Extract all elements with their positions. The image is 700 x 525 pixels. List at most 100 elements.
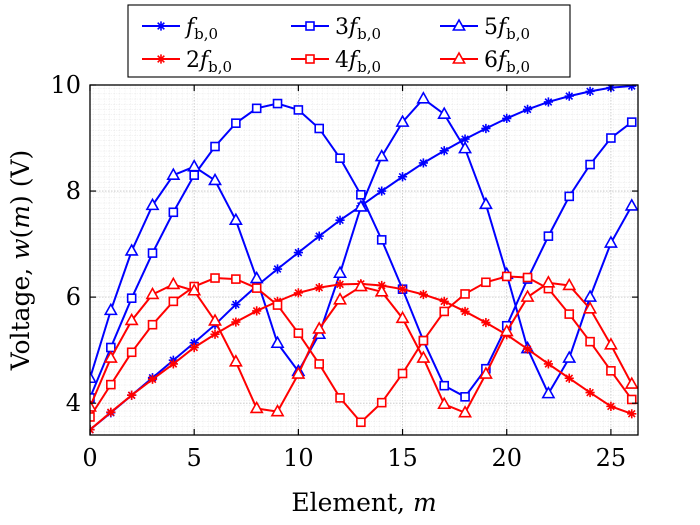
data-point	[606, 366, 616, 376]
data-point	[460, 289, 470, 299]
data-point	[478, 366, 493, 379]
data-point	[583, 289, 598, 302]
data-point	[458, 405, 473, 418]
data-point	[626, 117, 637, 127]
data-point	[314, 123, 325, 134]
data-point	[231, 118, 241, 128]
data-point	[376, 397, 387, 408]
data-point	[168, 207, 179, 218]
data-point	[606, 401, 616, 411]
data-point	[564, 91, 574, 101]
data-point	[502, 113, 512, 124]
data-point	[103, 302, 118, 316]
data-point	[124, 243, 139, 256]
data-point	[626, 394, 637, 405]
plot-background	[90, 85, 638, 435]
data-point	[106, 407, 116, 417]
y-axis-title-function: w	[6, 238, 35, 259]
data-point	[481, 123, 491, 134]
y-axis-title-unit: ) (V)	[6, 150, 35, 205]
data-point	[478, 196, 493, 210]
data-point	[126, 347, 137, 358]
data-point	[564, 309, 575, 319]
legend-item: 3fb,0	[291, 15, 381, 43]
data-point	[90, 399, 97, 412]
data-point	[249, 400, 264, 414]
data-point	[603, 235, 618, 248]
y-tick-label: 4	[66, 389, 81, 417]
data-point	[90, 412, 95, 422]
data-point	[437, 106, 452, 119]
data-point	[335, 393, 345, 403]
data-point	[522, 272, 533, 283]
data-point	[166, 167, 181, 180]
data-point	[106, 379, 116, 390]
series-layer	[90, 85, 638, 435]
series-6f-b-0	[90, 275, 638, 418]
data-point	[460, 392, 470, 402]
legend-label: 3fb,0	[335, 15, 381, 43]
plot-frame	[89, 84, 639, 436]
data-point	[293, 288, 303, 298]
legend-item: 6fb,0	[440, 48, 530, 76]
axis-ticks	[89, 84, 638, 435]
data-point	[252, 306, 262, 316]
data-point	[541, 275, 556, 288]
data-point	[416, 91, 431, 104]
data-point	[314, 231, 324, 241]
x-tick-label: 5	[187, 444, 202, 472]
data-point	[293, 328, 304, 338]
x-axis-title: Element, m	[291, 488, 436, 517]
data-point	[293, 105, 304, 115]
legend-label-subscript: b,0	[506, 58, 530, 76]
data-point	[145, 286, 160, 300]
data-point	[541, 385, 556, 399]
data-point	[397, 284, 408, 294]
data-point	[627, 409, 637, 419]
data-point	[231, 317, 241, 327]
x-axis-title-variable: m	[413, 488, 437, 517]
data-point	[585, 86, 595, 96]
data-point	[127, 390, 137, 400]
series-5f-b-0	[90, 91, 638, 399]
legend-label-coef: 6	[484, 48, 498, 73]
data-point	[562, 277, 577, 291]
data-point	[397, 172, 408, 182]
data-point	[376, 235, 387, 245]
data-point	[437, 396, 452, 410]
data-point	[272, 264, 283, 274]
data-point	[439, 380, 450, 391]
data-point	[481, 277, 491, 288]
data-point	[124, 312, 139, 326]
y-axis-title-text: Voltage,	[6, 260, 35, 371]
data-point	[564, 373, 574, 383]
data-point	[187, 283, 202, 296]
data-point	[543, 97, 554, 107]
data-point	[520, 289, 535, 302]
legend-label-coef: 5	[484, 15, 498, 40]
data-point	[353, 278, 368, 292]
data-point	[228, 212, 243, 226]
legend-label-coef: 2	[186, 48, 200, 73]
data-point	[251, 283, 262, 293]
data-point	[585, 336, 595, 347]
legend-label-subscript: b,0	[357, 25, 381, 43]
data-point	[249, 270, 264, 284]
data-point	[458, 140, 473, 154]
data-point	[231, 299, 241, 310]
data-point	[208, 313, 222, 326]
data-point	[356, 417, 366, 428]
data-point	[231, 274, 241, 284]
data-point	[106, 342, 116, 353]
data-point	[335, 215, 345, 225]
data-point	[293, 247, 303, 258]
x-tick-label: 20	[491, 444, 522, 472]
data-point	[627, 85, 637, 91]
legend-box	[127, 4, 571, 78]
data-point	[272, 300, 283, 310]
y-axis-title-paren: (	[6, 229, 35, 239]
data-point	[418, 289, 428, 300]
x-axis-title-text: Element,	[291, 488, 413, 517]
data-point	[543, 359, 554, 369]
data-point	[251, 103, 262, 114]
